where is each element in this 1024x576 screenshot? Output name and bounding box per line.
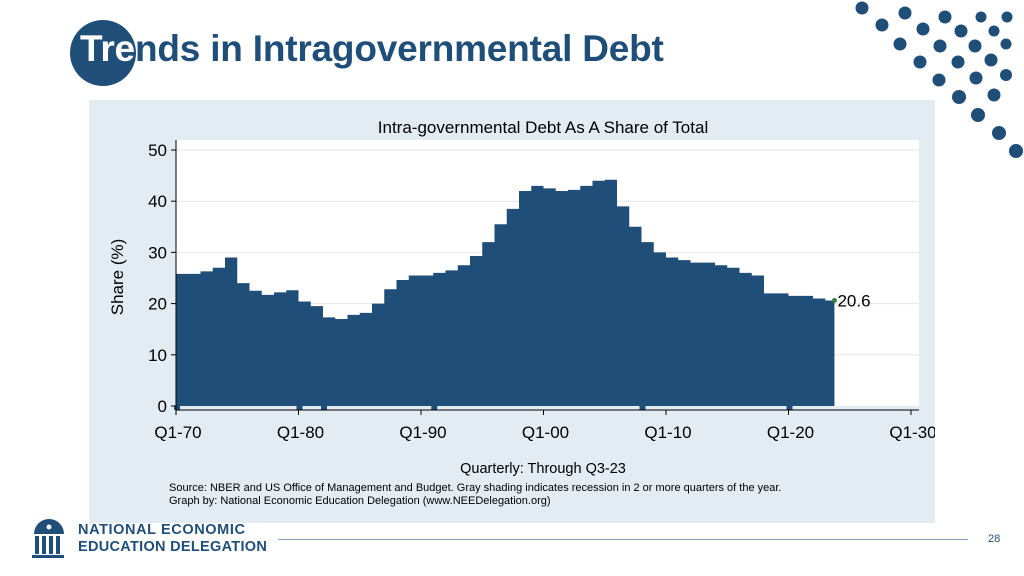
slide-title-part2: nds in Intragovernmental Debt (134, 28, 664, 69)
logo-text-line2: EDUCATION DELEGATION (78, 539, 268, 555)
recession-marker (786, 406, 793, 410)
x-tick-label: Q1-10 (644, 423, 691, 442)
series-area (176, 179, 835, 406)
recession-marker (639, 406, 646, 410)
page-number: 28 (988, 533, 1001, 545)
columns-building-icon (32, 519, 64, 558)
y-axis-label: Share (%) (108, 239, 127, 316)
y-tick-label: 50 (148, 141, 167, 160)
y-axis: 0 10 20 30 40 50 (148, 141, 176, 416)
slide-title-part1: Tre (80, 28, 135, 69)
end-point-marker (831, 298, 837, 304)
x-axis-label: Quarterly: Through Q3-23 (460, 461, 626, 477)
chart-credit-note: Graph by: National Economic Education De… (169, 495, 551, 507)
recession-markers (174, 406, 793, 410)
recession-marker (296, 406, 303, 410)
x-tick-label: Q1-70 (154, 423, 201, 442)
recession-marker (174, 406, 180, 410)
footer-divider (278, 539, 968, 540)
chart-panel: 0 10 20 30 40 50 Q1-70 Q1-80 Q1-90 Q1-00 Q1-10 Q1-… (89, 100, 935, 523)
x-tick-label: Q1-80 (277, 423, 324, 442)
y-tick-label: 30 (148, 243, 167, 262)
recession-marker (321, 406, 327, 410)
y-tick-label: 40 (148, 192, 167, 211)
y-tick-label: 10 (148, 346, 167, 365)
logo-text-line1: NATIONAL ECONOMIC (78, 522, 246, 538)
x-axis: Q1-70 Q1-80 Q1-90 Q1-00 Q1-10 Q1-20 Q1-30 (154, 410, 935, 442)
y-tick-label: 0 (158, 397, 167, 416)
x-tick-label: Q1-30 (889, 423, 935, 442)
organization-logo: NATIONAL ECONOMIC EDUCATION DELEGATION (30, 518, 270, 560)
slide-title: Trends in Intragovernmental Debt (80, 28, 664, 70)
end-value-label: 20.6 (837, 292, 870, 311)
chart-source-note: Source: NBER and US Office of Management… (169, 482, 781, 494)
recession-marker (431, 406, 438, 410)
title-accent-circle (70, 20, 136, 86)
y-tick-label: 20 (148, 295, 167, 314)
x-tick-label: Q1-20 (767, 423, 814, 442)
x-tick-label: Q1-00 (522, 423, 569, 442)
chart-title: Intra-governmental Debt As A Share of To… (378, 118, 708, 137)
x-tick-label: Q1-90 (399, 423, 446, 442)
